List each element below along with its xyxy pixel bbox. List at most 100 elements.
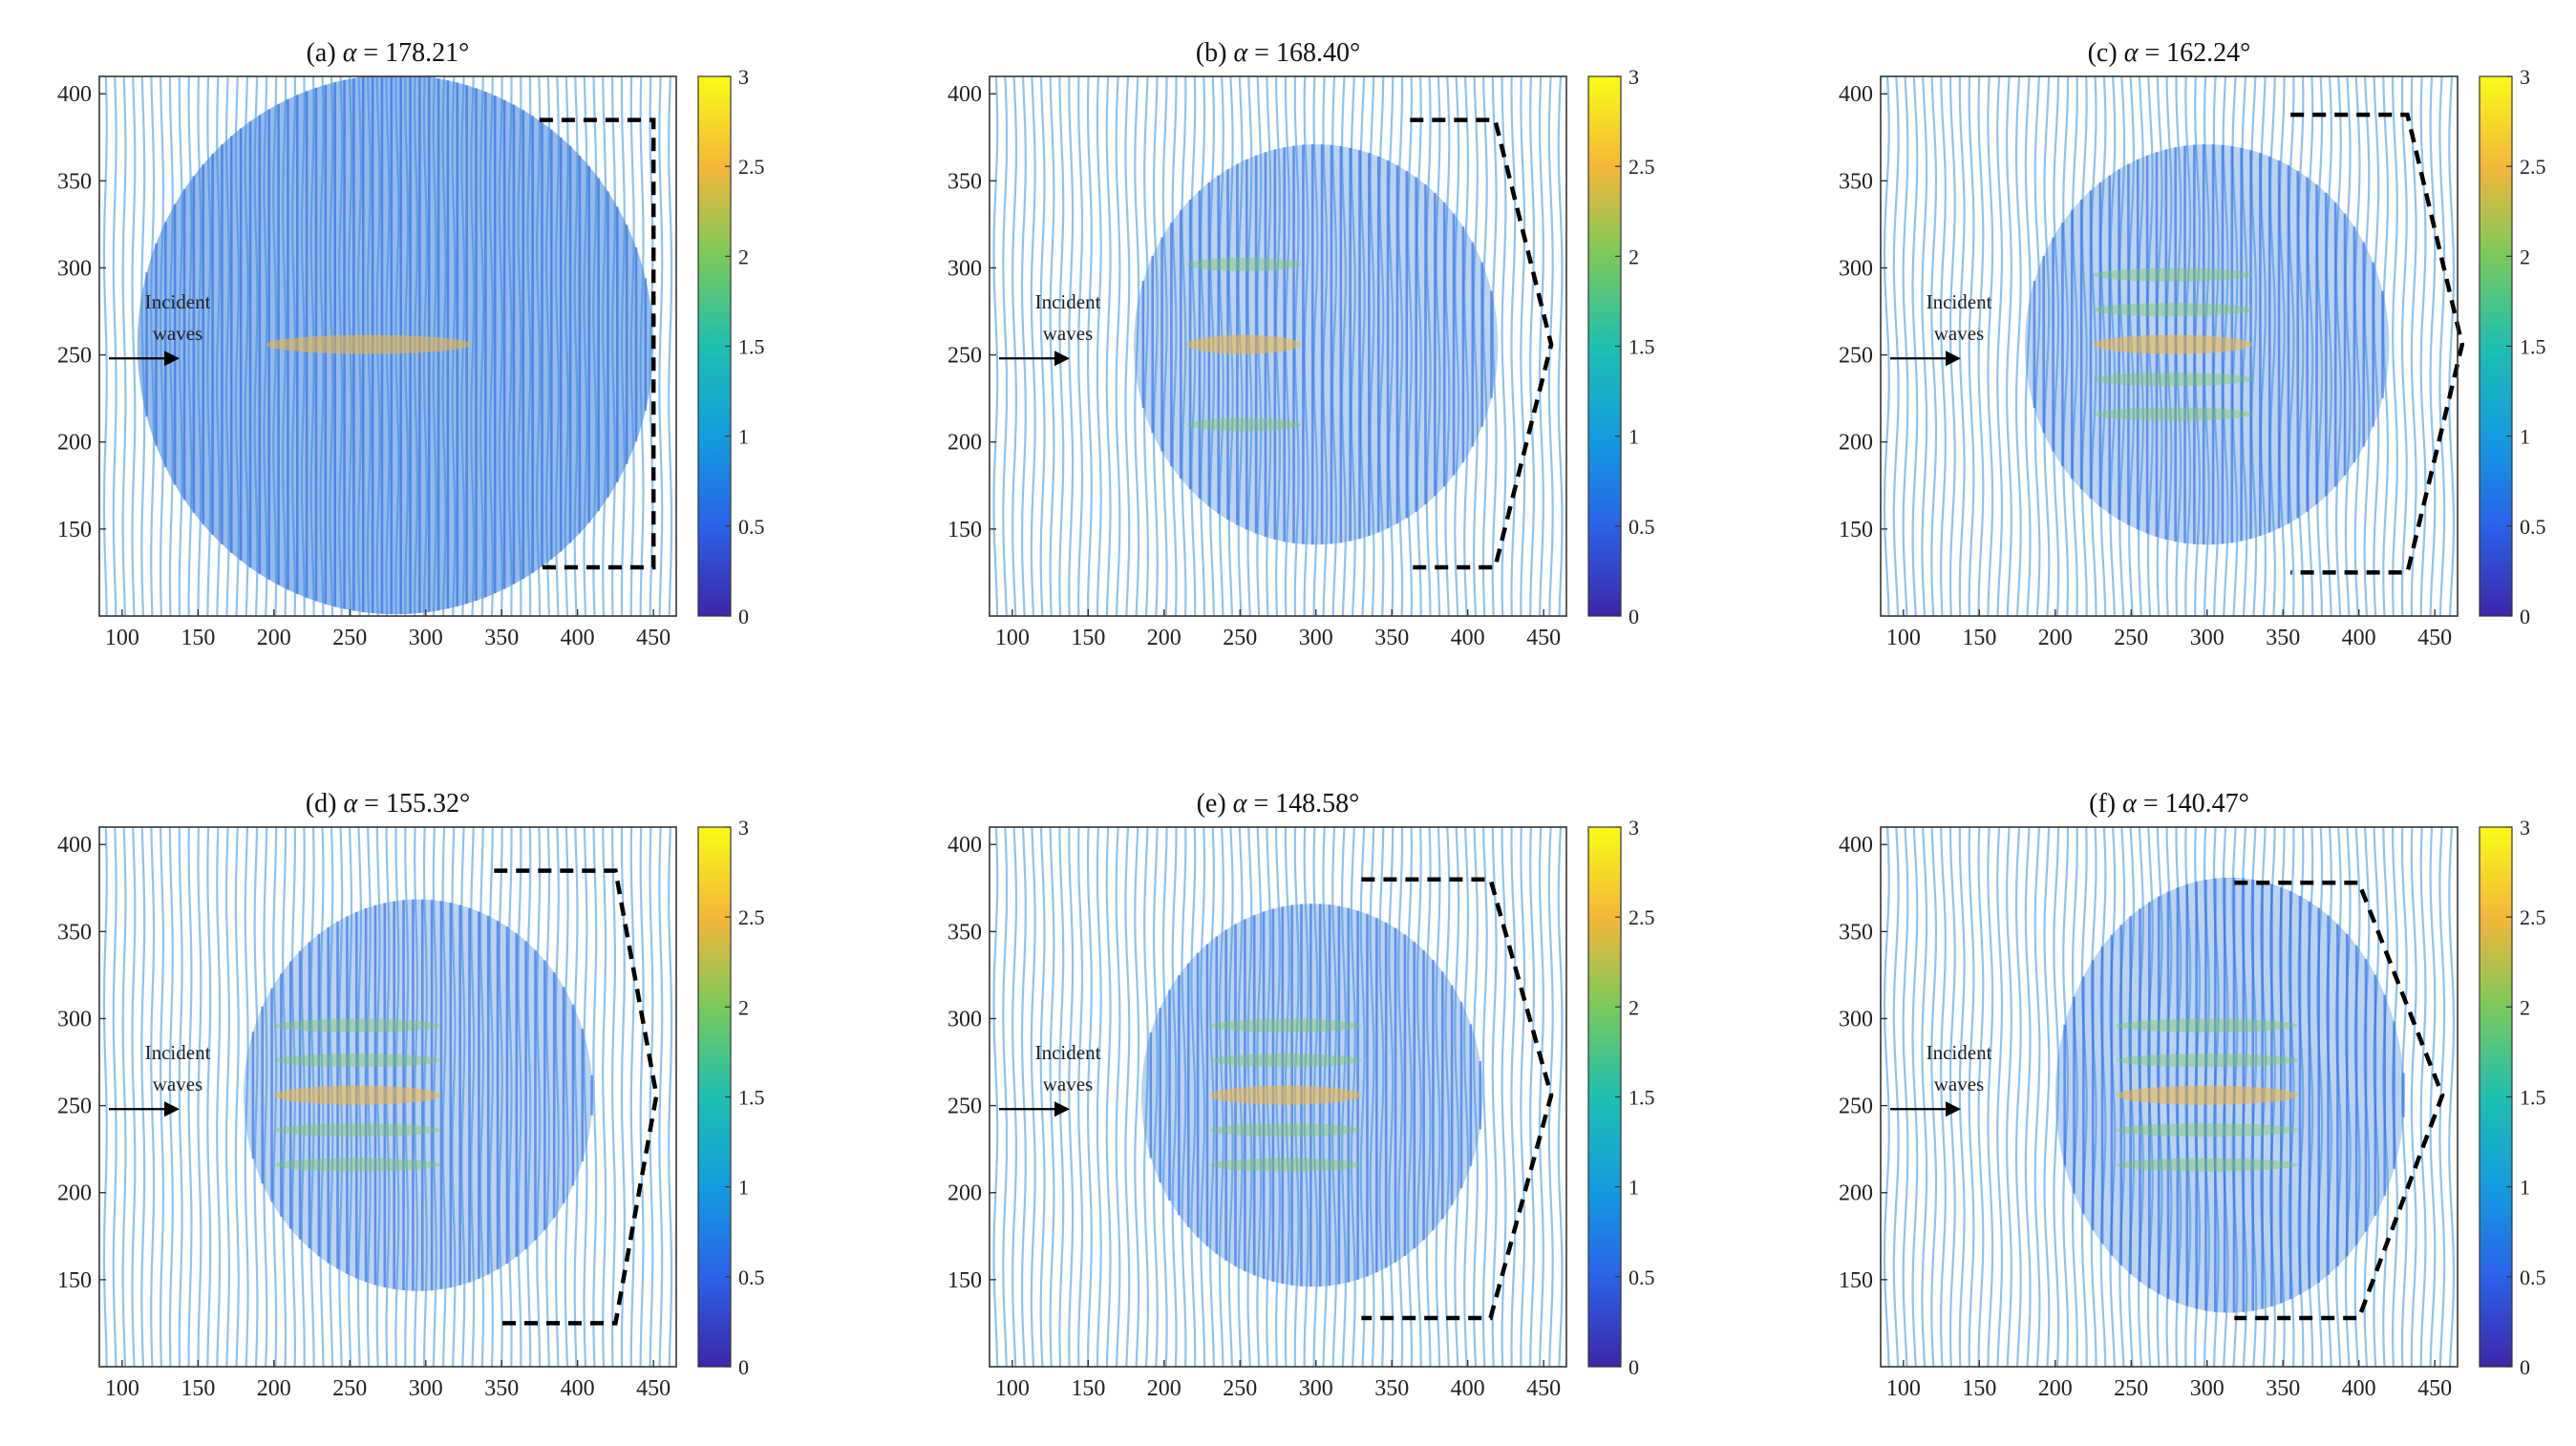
x-tick-label: 450 (2417, 626, 2452, 650)
contour-line (592, 827, 598, 1367)
colorbar-tick-label: 1 (738, 1176, 749, 1200)
y-tick-label: 300 (947, 256, 982, 281)
colorbar-tick-label: 1 (2520, 425, 2530, 449)
y-tick-label: 400 (1839, 82, 1873, 107)
focus-band (266, 334, 472, 354)
contour-line (224, 827, 231, 1367)
contour-line (253, 827, 259, 1367)
lens-outline (2290, 112, 2465, 575)
contour-line (1058, 827, 1065, 1367)
contour-line (1388, 827, 1394, 1367)
contour-line (216, 827, 222, 1367)
colorbar-tick-label: 3 (1629, 816, 1639, 840)
colorbar-tick-label: 2.5 (1629, 155, 1655, 179)
lens-outline (2234, 881, 2445, 1321)
x-tick-label: 450 (636, 1376, 671, 1401)
panel-f: 100 150 200 250 300 350 400 450 150 200 250 300 350 4… (1839, 789, 2546, 1401)
contour-line (1454, 827, 1460, 1367)
contour-line (2448, 827, 2456, 1367)
x-tick-label: 100 (105, 626, 139, 650)
x-tick-label: 250 (2114, 1376, 2148, 1401)
contour-line (1068, 827, 1075, 1367)
contour-line (2334, 827, 2342, 1367)
contour-line (526, 827, 532, 1367)
contour-line (1425, 76, 1432, 616)
annotation-incident: Incident (1927, 290, 1992, 313)
contour-line (2419, 827, 2427, 1367)
contour-line (583, 827, 588, 1367)
contour-line (1171, 827, 1178, 1367)
contour-line (658, 76, 664, 616)
contour-line (629, 827, 635, 1367)
axes-frame (989, 826, 1567, 1368)
annotation-incident: Incident (1927, 1041, 1992, 1064)
annotation-waves: waves (153, 322, 202, 345)
contour-line (2043, 76, 2051, 616)
contour-line (1939, 76, 1948, 616)
contour-line (1058, 76, 1065, 616)
colorbar-tick-label: 1.5 (738, 335, 765, 359)
x-tick-label: 200 (1147, 1376, 1182, 1401)
contour-line (1190, 827, 1197, 1367)
y-tick-label: 250 (1839, 1095, 1873, 1119)
colorbar-tick-label: 0 (2520, 1355, 2530, 1379)
panel-title: (f) α = 140.47° (2089, 789, 2249, 819)
axes-frame (989, 75, 1567, 617)
contour-line (544, 827, 551, 1367)
contour-line (1303, 76, 1309, 616)
y-tick-label: 300 (1839, 1007, 1873, 1031)
contour-line (187, 827, 193, 1367)
contour-line (536, 827, 542, 1367)
contour-line (1076, 76, 1084, 616)
x-tick-label: 400 (2342, 1376, 2376, 1401)
x-tick-label: 100 (1886, 1376, 1921, 1401)
panel-e: 100 150 200 250 300 350 400 450 150 200 250 300 350 4… (947, 789, 1655, 1401)
focus-band (1209, 1158, 1362, 1172)
y-tick-label: 200 (57, 1181, 92, 1206)
contour-line (1378, 76, 1385, 616)
y-tick-label: 300 (1839, 256, 1873, 281)
wave-field (1883, 76, 2456, 616)
contour-line (1030, 76, 1036, 616)
y-tick-label: 350 (947, 920, 982, 945)
contour-line (1939, 827, 1948, 1367)
contour-line (1105, 76, 1112, 616)
x-tick-label: 250 (1223, 1376, 1257, 1401)
contour-line (1510, 76, 1517, 616)
contour-line (112, 827, 117, 1367)
contour-line (1369, 76, 1375, 616)
contour-line (1472, 827, 1480, 1367)
incident-arrow-head (1054, 1101, 1070, 1117)
x-tick-label: 150 (181, 1376, 215, 1401)
contour-line (159, 827, 165, 1367)
contour-line (2288, 76, 2295, 616)
focus-band (1209, 1053, 1362, 1068)
contour-line (2024, 76, 2032, 616)
contour-line (1096, 827, 1102, 1367)
colorbar-tick-label: 3 (1629, 65, 1639, 89)
panel-b: 100 150 200 250 300 350 400 450 150 200 250 300 350 4… (947, 38, 1655, 650)
contour-line (121, 827, 127, 1367)
x-tick-label: 150 (1962, 626, 1996, 650)
contour-line (2005, 827, 2013, 1367)
y-tick-label: 150 (57, 518, 92, 542)
x-tick-label: 100 (1886, 626, 1921, 650)
y-tick-label: 300 (57, 256, 92, 281)
x-tick-label: 350 (2266, 626, 2300, 650)
contour-line (1472, 76, 1480, 616)
contour-line (1481, 76, 1488, 616)
contour-line (2334, 76, 2342, 616)
contour-line (178, 827, 183, 1367)
contour-line (140, 827, 146, 1367)
colorbar-tick-label: 2.5 (2520, 905, 2546, 929)
contour-line (2448, 76, 2456, 616)
colorbar-tick-label: 2 (1629, 245, 1639, 268)
y-tick-label: 350 (1839, 169, 1873, 194)
x-tick-label: 300 (1299, 1376, 1333, 1401)
contour-line (1011, 76, 1018, 616)
x-tick-label: 150 (1962, 1376, 1996, 1401)
contour-line (1557, 76, 1564, 616)
colorbar-tick-label: 1.5 (2520, 1086, 2546, 1110)
colorbar-tick-label: 1.5 (1629, 1086, 1655, 1110)
contour-line (2438, 76, 2446, 616)
